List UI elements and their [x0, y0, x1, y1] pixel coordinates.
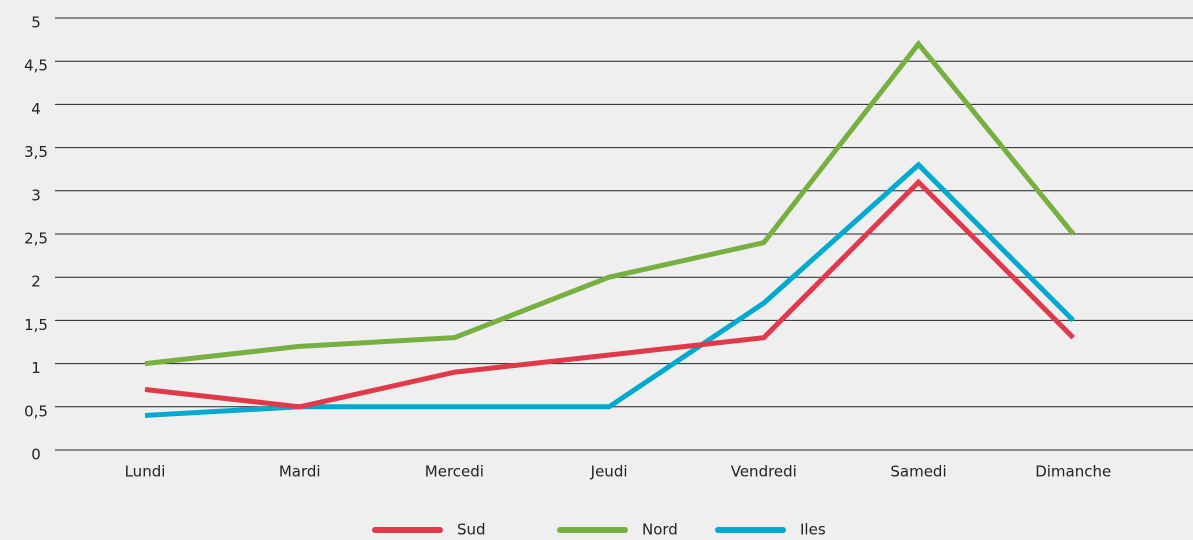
x-tick-label: Mercedi	[425, 463, 484, 481]
x-tick-label: Samedi	[890, 463, 946, 481]
y-tick-label: 2,5	[24, 230, 48, 248]
y-tick-label: 4	[31, 100, 41, 118]
y-tick-label: 5	[31, 14, 41, 32]
y-tick-label: 3	[31, 186, 41, 204]
y-tick-label: 0	[31, 446, 41, 464]
x-tick-label: Dimanche	[1035, 463, 1111, 481]
legend-label: Iles	[800, 521, 826, 539]
x-tick-label: Lundi	[125, 463, 166, 481]
y-tick-label: 1	[31, 359, 41, 377]
legend-label: Nord	[642, 521, 678, 539]
y-tick-label: 3,5	[24, 143, 48, 161]
series-line	[144, 39, 1076, 367]
series-line	[144, 161, 1075, 418]
x-tick-label: Jeudi	[590, 463, 628, 481]
x-tick-label: Mardi	[279, 463, 321, 481]
y-tick-label: 1,5	[24, 316, 48, 334]
legend-label: Sud	[457, 521, 486, 539]
y-tick-label: 0,5	[24, 402, 48, 420]
y-tick-label: 2	[31, 273, 41, 291]
x-tick-label: Vendredi	[731, 463, 797, 481]
series-line	[144, 178, 1075, 410]
y-tick-label: 4,5	[24, 57, 48, 75]
